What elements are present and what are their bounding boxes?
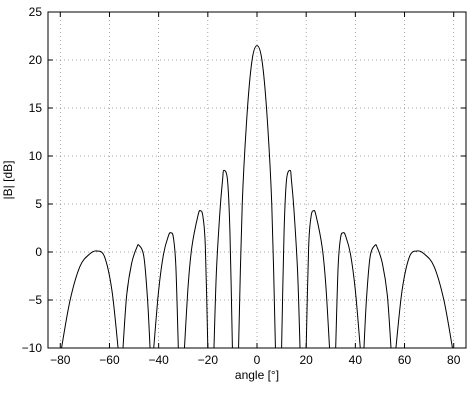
y-tick-label: 15 — [29, 101, 43, 115]
y-tick-label: 25 — [29, 5, 43, 19]
y-tick-label: 0 — [35, 245, 42, 259]
x-tick-label: 0 — [254, 353, 261, 367]
plot-lines — [61, 45, 453, 349]
series-lobe — [305, 210, 331, 349]
series-lobe — [363, 244, 392, 349]
x-tick-label: −20 — [198, 353, 219, 367]
x-tick-label: −80 — [50, 353, 71, 367]
y-axis-label: |B| [dB] — [1, 161, 15, 200]
x-axis-label: angle [°] — [235, 368, 279, 382]
series-lobe — [61, 250, 119, 349]
series-lobe — [281, 169, 301, 349]
x-tick-label: 40 — [349, 353, 363, 367]
x-tick-label: 60 — [398, 353, 412, 367]
y-tick-label: 5 — [35, 197, 42, 211]
y-tick-label: 10 — [29, 149, 43, 163]
y-tick-label: −10 — [22, 341, 43, 355]
series-lobe — [213, 169, 233, 349]
ticks — [48, 11, 466, 349]
y-tick-label: −5 — [28, 293, 42, 307]
series-lobe — [153, 232, 179, 349]
y-tick-label: 20 — [29, 53, 43, 67]
series-lobe — [183, 210, 209, 349]
series-lobe — [335, 232, 361, 349]
series-lobe — [238, 45, 276, 349]
x-tick-label: 20 — [299, 353, 313, 367]
series-lobe — [122, 244, 151, 349]
x-tick-label: 80 — [447, 353, 461, 367]
series-lobe — [395, 250, 453, 349]
tick-labels: −80 −60 −40 −20 0 20 40 60 80 −10 −5 0 5 10 15 20 25 — [22, 5, 461, 367]
x-tick-label: −60 — [99, 353, 120, 367]
x-tick-label: −40 — [148, 353, 169, 367]
